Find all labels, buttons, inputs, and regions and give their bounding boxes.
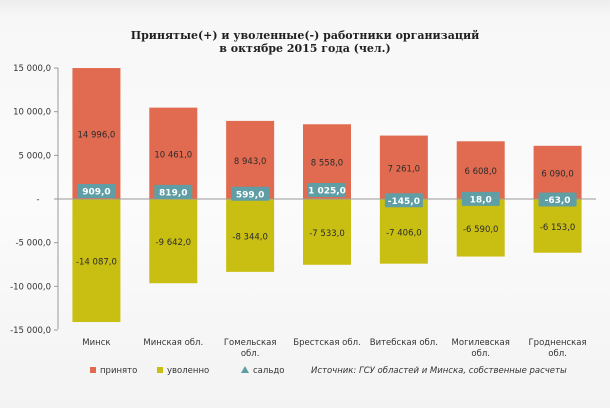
category-label: Гродненская	[529, 338, 587, 348]
bar-hired	[533, 145, 582, 199]
bar-hired-label: 6 090,0	[541, 169, 573, 179]
bar-dismissed-label: -7 406,0	[386, 228, 422, 238]
balance-label-box	[538, 192, 577, 207]
y-tick-label: 15 000,0	[13, 64, 51, 74]
bar-dismissed-label: -8 344,0	[232, 232, 268, 242]
legend-label-hired: принято	[100, 366, 137, 376]
legend-swatch-balance	[241, 366, 249, 373]
bar-dismissed	[379, 199, 428, 264]
balance-label: 18,0	[470, 195, 492, 205]
bar-hired-label: 7 261,0	[388, 164, 420, 174]
balance-label-box	[77, 184, 116, 199]
bar-hired-label: 8 558,0	[311, 159, 343, 169]
balance-label: -63,0	[545, 196, 571, 206]
bar-hired	[72, 68, 121, 199]
balance-label-box	[154, 184, 193, 199]
bar-hired-label: 8 943,0	[234, 157, 266, 167]
bar-hired-label: 6 608,0	[464, 167, 496, 177]
source-note: Источник: ГСУ областей и Минска, собстве…	[311, 366, 567, 376]
legend-label-dismissed: уволенно	[167, 366, 209, 376]
y-tick-label: -15 000,0	[10, 326, 51, 336]
balance-label: 909,0	[82, 188, 110, 198]
bar-dismissed	[72, 199, 121, 323]
category-label: Минская обл.	[143, 338, 203, 348]
category-label: обл.	[548, 349, 567, 359]
category-label: Минск	[82, 338, 110, 348]
category-label: обл.	[241, 349, 260, 359]
bar-dismissed-label: -6 590,0	[463, 225, 499, 235]
category-label: Гомельская	[224, 338, 277, 348]
bar-dismissed	[533, 199, 582, 253]
legend-label-balance: сальдо	[253, 366, 284, 376]
balance-label-box	[461, 191, 500, 206]
balance-label-box	[308, 183, 346, 198]
y-tick-label: -5 000,0	[15, 239, 51, 249]
balance-label: 599,0	[236, 190, 264, 200]
category-label: обл.	[471, 349, 490, 359]
bar-dismissed-label: -14 087,0	[76, 258, 117, 268]
bar-hired	[379, 135, 428, 199]
y-tick-label: 5 000,0	[19, 151, 51, 161]
bar-hired	[226, 120, 275, 199]
chart-title-line: в октябре 2015 года (чел.)	[219, 42, 390, 55]
balance-label-box	[384, 193, 423, 208]
bar-dismissed	[456, 199, 505, 257]
chart-title-line: Принятые(+) и уволенные(-) работники орг…	[131, 29, 480, 42]
y-tick-label: -10 000,0	[10, 282, 51, 292]
category-label: Витебская обл.	[370, 338, 438, 348]
bar-hired	[456, 141, 505, 199]
legend-swatch-hired	[90, 367, 96, 373]
bar-hired-label: 10 461,0	[154, 150, 192, 160]
bar-dismissed-label: -7 533,0	[309, 229, 345, 239]
bar-dismissed	[226, 199, 275, 272]
bar-hired-label: 14 996,0	[77, 131, 115, 141]
balance-label: -145,0	[388, 197, 420, 207]
y-tick-label: -	[36, 195, 39, 205]
balance-label: 1 025,0	[308, 187, 346, 197]
y-tick-label: 10 000,0	[13, 108, 51, 118]
bar-hired	[149, 107, 198, 199]
bar-dismissed	[303, 199, 351, 265]
bar-dismissed-label: -6 153,0	[540, 223, 576, 233]
category-label: Могилевская	[452, 338, 510, 348]
category-label: Брестская обл.	[293, 338, 361, 348]
balance-label: 819,0	[159, 188, 187, 198]
balance-label-box	[231, 186, 270, 201]
bar-dismissed	[149, 199, 198, 284]
legend-swatch-dismissed	[157, 367, 163, 373]
bar-dismissed-label: -9 642,0	[156, 238, 192, 248]
